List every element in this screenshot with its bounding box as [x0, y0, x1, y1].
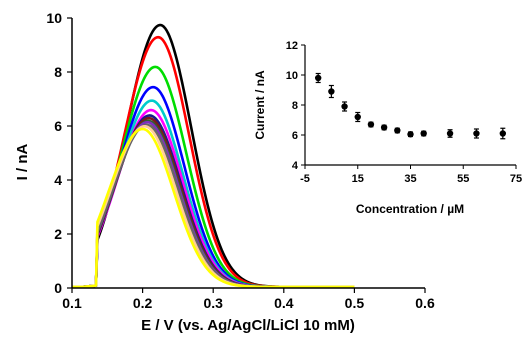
main-y-tick-label: 4	[54, 172, 62, 188]
inset-y-tick-label: 8	[292, 100, 298, 112]
inset-chart: -5 15 35 55 75 4 6 8 10 12 Concentration / µM Cur…	[253, 40, 522, 216]
inset-data-point	[420, 130, 427, 137]
voltammogram-curve-5	[72, 99, 355, 289]
inset-y-tick-label: 12	[286, 40, 298, 52]
inset-data-point	[354, 113, 361, 121]
inset-y-tick-label: 6	[292, 130, 298, 142]
main-x-tick-label: 0.3	[203, 295, 223, 311]
main-x-tick-label: 0.5	[345, 295, 365, 311]
main-x-tick-label: 0.1	[62, 295, 82, 311]
main-x-tick-label: 0.6	[415, 295, 435, 311]
inset-x-tick-label: -5	[300, 173, 310, 185]
main-y-tick-label: 10	[46, 10, 62, 26]
inset-y-tick-label: 4	[292, 160, 299, 172]
inset-data-point	[394, 127, 401, 134]
inset-x-tick-label: 55	[457, 173, 469, 185]
main-y-tick-label: 0	[54, 280, 62, 296]
inset-data-point	[380, 124, 388, 131]
voltammogram-curves	[72, 23, 355, 289]
main-y-tick-label: 2	[54, 226, 62, 242]
inset-x-tick-label: 15	[352, 173, 364, 185]
inset-x-axis-title: Concentration / µM	[356, 202, 464, 216]
inset-tick-labels: -5 15 35 55 75 4 6 8 10 12	[286, 40, 522, 185]
inset-data-points	[314, 72, 507, 140]
main-y-tick-label: 8	[54, 64, 62, 80]
main-chart: 0.1 0.2 0.3 0.4 0.5 0.6 0 2 4 6 8 10 E / V (vs. Ag/…	[14, 10, 435, 334]
inset-x-tick-label: 75	[510, 173, 522, 185]
voltammogram-curve-13	[72, 127, 355, 289]
inset-data-point	[328, 88, 335, 95]
inset-data-point	[499, 130, 507, 137]
inset-y-tick-label: 10	[286, 70, 298, 82]
main-y-tick-label: 6	[54, 118, 62, 134]
inset-data-point	[446, 130, 454, 137]
inset-data-point	[314, 74, 322, 82]
inset-data-point	[367, 121, 375, 128]
inset-y-axis-title: Current / nA	[253, 70, 267, 140]
inset-data-point	[473, 130, 480, 137]
inset-data-point	[407, 131, 414, 138]
main-y-axis-title: I / nA	[14, 144, 31, 181]
main-x-tick-label: 0.2	[133, 295, 153, 311]
inset-data-point	[341, 103, 348, 110]
inset-axes	[301, 44, 517, 169]
main-x-tick-label: 0.4	[274, 295, 294, 311]
inset-x-tick-label: 35	[404, 173, 416, 185]
main-axes	[67, 17, 426, 293]
main-tick-labels: 0.1 0.2 0.3 0.4 0.5 0.6 0 2 4 6 8 10	[46, 10, 435, 311]
main-x-axis-title: E / V (vs. Ag/AgCl/LiCl 10 mM)	[141, 317, 355, 334]
